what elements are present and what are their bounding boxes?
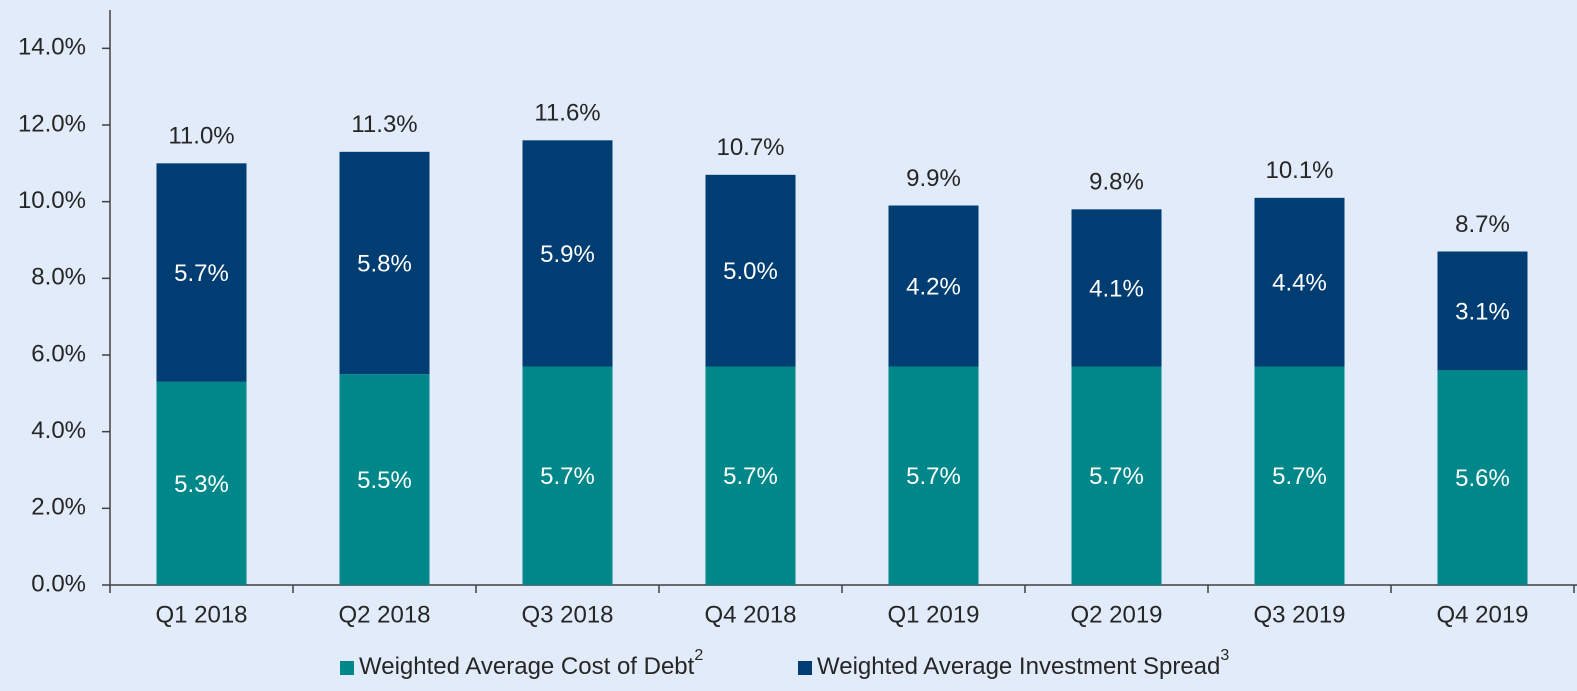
bar-segment [1254, 197, 1345, 367]
x-tick-label: Q4 2018 [704, 601, 796, 628]
value-label: 3.1% [1455, 298, 1510, 325]
legend-name: Weighted Average Investment Spread [817, 653, 1220, 680]
y-tick-label: 12.0% [18, 110, 86, 137]
bar-segment [888, 366, 979, 585]
legend-swatch [798, 661, 812, 675]
bar-segment [1437, 251, 1528, 371]
bar-segment [1071, 209, 1162, 367]
bar-segment [522, 366, 613, 585]
total-label: 11.3% [351, 111, 417, 138]
bar-segment [1254, 366, 1345, 585]
value-label: 5.9% [540, 241, 595, 268]
value-label: 4.1% [1089, 275, 1144, 302]
y-tick-label: 6.0% [31, 340, 86, 367]
value-label: 5.0% [723, 258, 778, 285]
value-label: 5.7% [1089, 463, 1144, 490]
value-label: 5.8% [357, 250, 412, 277]
legend-label: Weighted Average Investment Spread3 [817, 647, 1229, 680]
bar-segment [1071, 366, 1162, 585]
y-tick-label: 2.0% [31, 494, 86, 521]
legend-footnote: 2 [694, 647, 703, 664]
total-label: 10.1% [1265, 157, 1333, 184]
y-tick-label: 0.0% [31, 570, 86, 597]
bar-segment [522, 140, 613, 367]
x-tick-label: Q3 2019 [1253, 601, 1345, 628]
legend-swatch [340, 661, 354, 675]
y-tick-label: 14.0% [18, 34, 86, 61]
x-tick-label: Q1 2018 [155, 601, 247, 628]
x-tick-label: Q2 2018 [338, 601, 430, 628]
value-label: 5.6% [1455, 465, 1510, 492]
total-label: 11.0% [168, 123, 234, 150]
value-label: 5.3% [174, 471, 229, 498]
total-label: 11.6% [534, 100, 600, 127]
total-label: 8.7% [1455, 211, 1510, 238]
bar-segment [339, 374, 430, 585]
value-label: 5.5% [357, 467, 412, 494]
x-tick-label: Q4 2019 [1436, 601, 1528, 628]
total-label: 9.9% [906, 165, 961, 192]
x-tick-label: Q2 2019 [1070, 601, 1162, 628]
value-label: 5.7% [174, 260, 229, 287]
bar-segment [1437, 370, 1528, 585]
total-label: 9.8% [1089, 169, 1144, 196]
x-tick-label: Q1 2019 [887, 601, 979, 628]
value-label: 4.2% [906, 273, 961, 300]
bar-segment [705, 366, 796, 585]
y-tick-label: 4.0% [31, 417, 86, 444]
value-label: 5.7% [906, 463, 961, 490]
legend-footnote: 3 [1220, 647, 1229, 664]
value-label: 5.7% [540, 463, 595, 490]
value-label: 4.4% [1272, 270, 1327, 297]
y-tick-label: 10.0% [18, 187, 86, 214]
y-tick-label: 8.0% [31, 264, 86, 291]
bar-segment [339, 151, 430, 375]
bar-segment [888, 205, 979, 367]
bar-segment [156, 381, 247, 585]
legend-name: Weighted Average Cost of Debt [359, 653, 695, 680]
legend-label: Weighted Average Cost of Debt2 [359, 647, 703, 680]
bar-segment [705, 174, 796, 367]
x-tick-label: Q3 2018 [521, 601, 613, 628]
total-label: 10.7% [716, 134, 784, 161]
bar-segment [156, 163, 247, 382]
value-label: 5.7% [723, 463, 778, 490]
value-label: 5.7% [1272, 463, 1327, 490]
